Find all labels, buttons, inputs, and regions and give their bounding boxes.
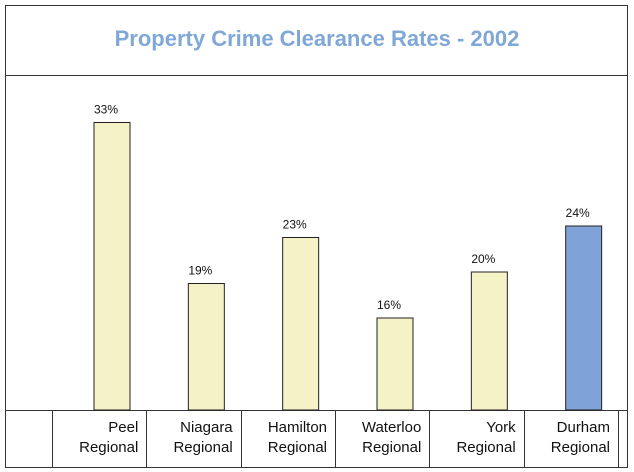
value-label: 16% bbox=[377, 298, 401, 312]
category-label: Peel Regional bbox=[79, 419, 139, 456]
bar bbox=[93, 122, 131, 411]
bar bbox=[282, 237, 320, 411]
category-label: Niagara Regional bbox=[173, 419, 233, 456]
bar bbox=[187, 283, 225, 411]
value-label: 20% bbox=[471, 252, 495, 266]
value-label: 23% bbox=[283, 218, 307, 232]
value-label: 24% bbox=[566, 206, 590, 220]
category-label: Waterloo Regional bbox=[361, 419, 422, 456]
value-label: 33% bbox=[94, 103, 118, 117]
category-label: York Regional bbox=[456, 419, 516, 456]
category-label: Durham Regional bbox=[550, 419, 610, 456]
chart-title: Property Crime Clearance Rates - 2002 bbox=[115, 26, 520, 51]
frame bbox=[5, 5, 628, 468]
bar bbox=[565, 225, 603, 411]
bar bbox=[376, 317, 414, 411]
value-label: 19% bbox=[188, 264, 212, 278]
bar bbox=[470, 271, 508, 411]
category-label: Hamilton Regional bbox=[267, 419, 327, 456]
